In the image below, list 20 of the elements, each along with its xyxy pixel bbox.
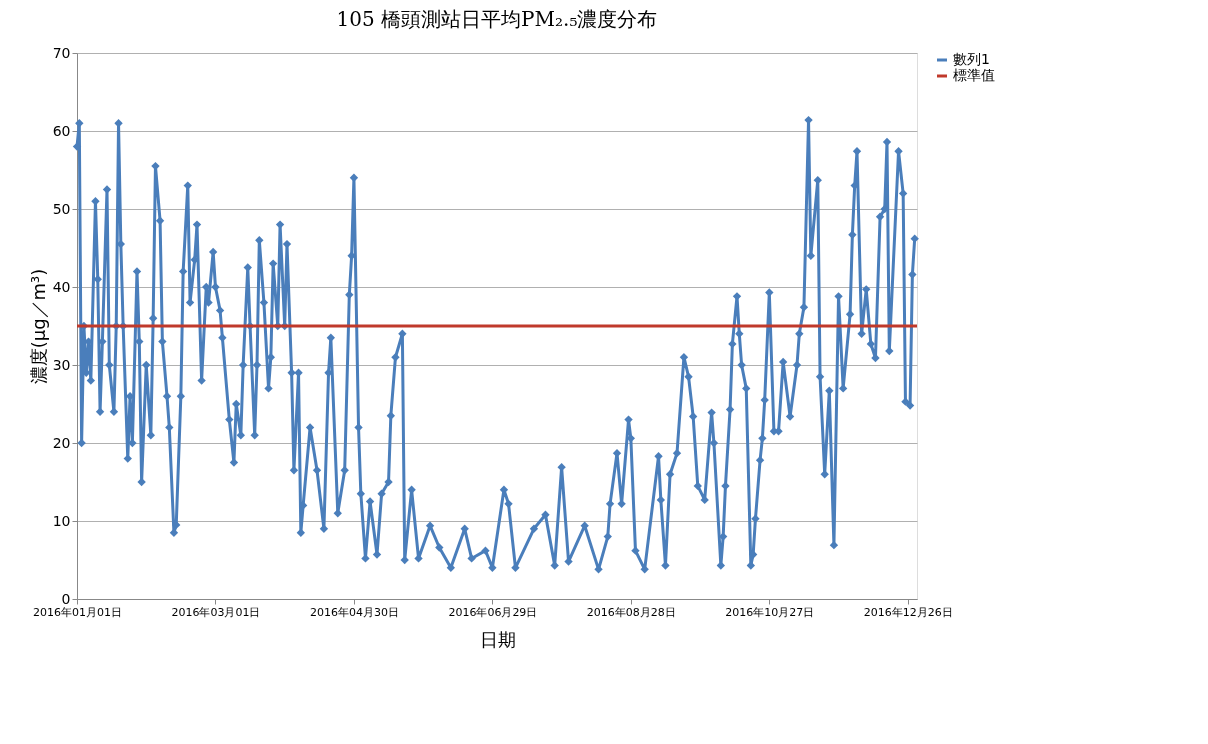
y-tick-label: 50 [52, 200, 71, 217]
x-tick-label: 2016年01月01日 [33, 605, 122, 619]
chart-title: 105 橋頭測站日平均PM₂.₅濃度分布 [336, 7, 658, 31]
y-tick-label: 40 [52, 278, 71, 295]
y-tick-label: 60 [52, 122, 71, 139]
x-tick-label: 2016年04月30日 [309, 605, 399, 619]
y-tick-label: 30 [52, 356, 71, 373]
y-tick-label: 0 [61, 590, 71, 607]
legend-label: 數列1 [953, 51, 990, 67]
x-tick-label: 2016年08月28日 [586, 605, 676, 619]
y-tick-label: 20 [52, 434, 71, 451]
x-tick-label: 2016年03月01日 [171, 605, 261, 619]
legend-label: 標準值 [953, 67, 995, 83]
x-tick-label: 2016年12月26日 [863, 605, 953, 619]
x-tick-label: 2016年06月29日 [448, 605, 538, 619]
x-tick-label: 2016年10月27日 [725, 605, 815, 619]
y-axis-title: 濃度(μg／m³) [27, 268, 49, 385]
x-axis-title: 日期 [479, 628, 516, 650]
y-tick-label: 10 [52, 512, 71, 529]
y-tick-label: 70 [52, 44, 71, 61]
